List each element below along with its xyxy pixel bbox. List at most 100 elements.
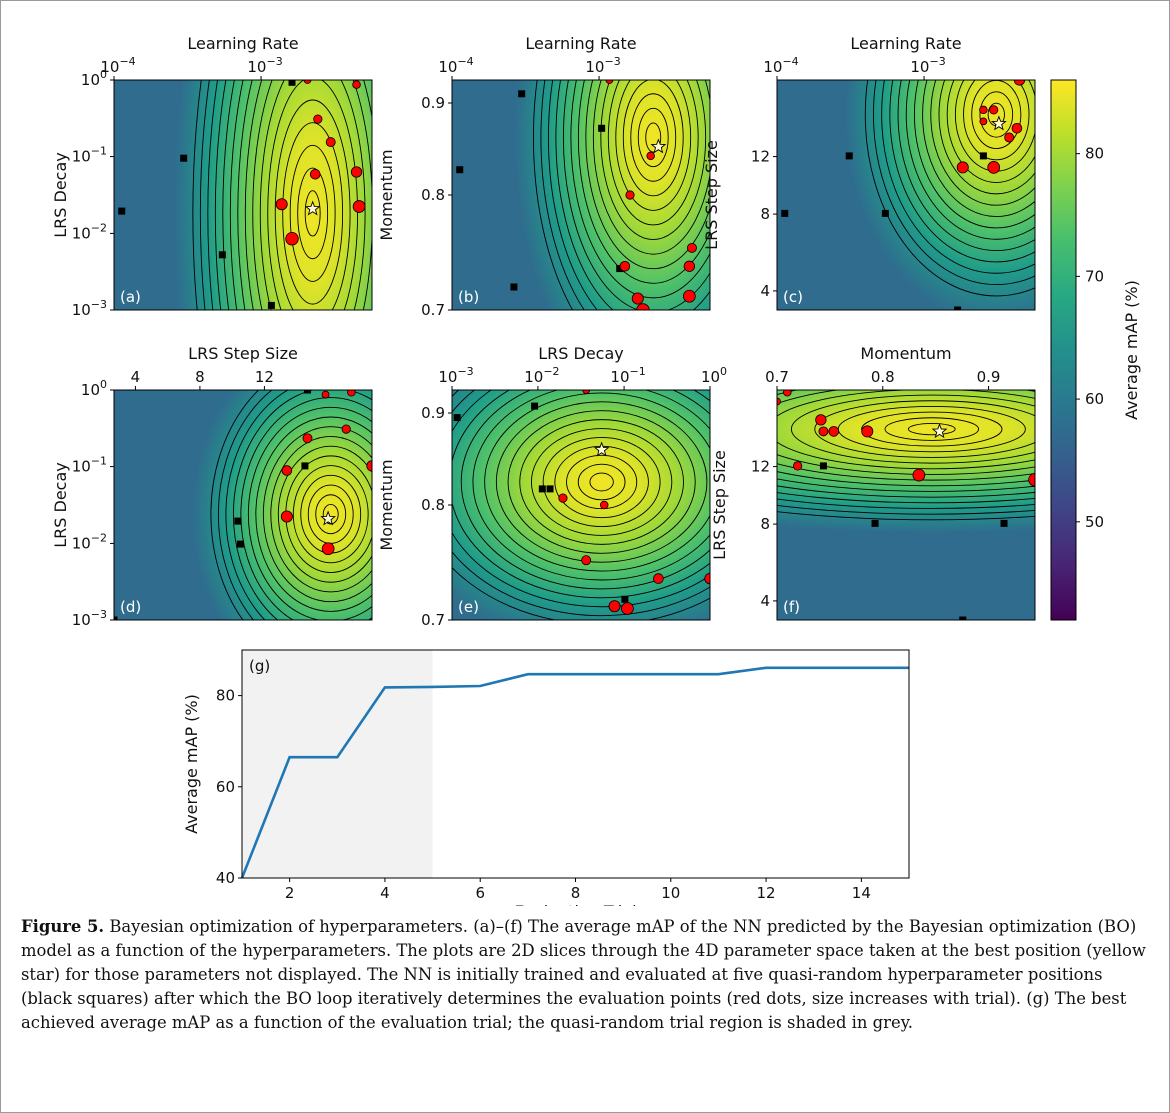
left-tick-label: 8 (760, 515, 770, 533)
contour-line (790, 394, 1035, 464)
contour-line (777, 390, 1035, 470)
y-axis-label: Average mAP (%) (182, 694, 201, 834)
quasi-random-point (510, 283, 518, 291)
contour-line (777, 504, 1035, 515)
bo-point (636, 303, 650, 310)
quasi-random-point (456, 166, 464, 174)
top-tick-label: 4 (131, 368, 141, 386)
top-tick-label: 10−1 (610, 365, 645, 386)
contour-line (777, 485, 1035, 498)
contour-line (777, 390, 1035, 475)
contour-line (252, 80, 372, 310)
panel-tag: (d) (120, 598, 141, 616)
x-tick-label: 14 (852, 884, 871, 902)
bo-point (352, 80, 361, 89)
quasi-random-point (236, 540, 244, 548)
heatmap-surface (452, 390, 710, 620)
contour-line (585, 80, 710, 270)
left-tick-label: 10−1 (72, 455, 107, 476)
bo-point (285, 231, 299, 246)
contour-line (913, 80, 1035, 229)
contour-line (519, 419, 684, 545)
bo-point (619, 260, 631, 272)
quasi-random-point (288, 80, 296, 86)
colorbar-tick-label: 50 (1085, 513, 1104, 531)
bo-point (783, 390, 792, 397)
contour-line (979, 91, 1014, 138)
contour-lines (192, 80, 372, 310)
bo-point (686, 242, 697, 253)
panel-border (776, 389, 1036, 621)
best-position-star (320, 510, 337, 526)
contour-line (864, 80, 1035, 297)
bo-point (302, 433, 313, 444)
panel-tag: (e) (458, 598, 479, 616)
top-tick-label: 0.8 (871, 368, 895, 386)
contour-line (777, 498, 1035, 509)
bo-point (558, 493, 568, 503)
contour-line (452, 390, 710, 599)
bo-point (275, 198, 288, 211)
contour-line (963, 80, 1030, 161)
quasi-random-point (781, 209, 789, 217)
x-tick-label: 6 (475, 884, 485, 902)
top-tick-label: 8 (195, 368, 205, 386)
caption-label: Figure 5. (21, 917, 105, 936)
bo-point (350, 166, 363, 178)
contour-line (592, 80, 710, 255)
left-tick-label: 0.7 (421, 611, 445, 629)
panel-d: (d) 4 8 12 LRS Step Size 100 10−1 10−2 10−3 LRS D… (51, 344, 373, 629)
top-tick-label: 10−3 (585, 55, 620, 76)
left-tick-label: 10−2 (72, 531, 107, 552)
contour-line (495, 401, 708, 563)
left-axis-label: LRS Step Size (710, 450, 729, 560)
x-tick-label: 12 (757, 884, 776, 902)
panel-border (776, 79, 1036, 311)
bo-point (281, 465, 293, 476)
markers (118, 80, 366, 309)
left-tick-label: 10−2 (72, 221, 107, 242)
heatmap-surface (114, 80, 372, 310)
markers (781, 80, 1026, 310)
quasi-random-point (538, 485, 546, 493)
best-position-star (304, 200, 321, 216)
quasi-random-point (819, 462, 827, 470)
bo-point (979, 117, 988, 126)
contour-line (270, 436, 372, 593)
panel-border (113, 79, 373, 311)
bo-point (956, 161, 969, 174)
top-tick-label: 10−3 (910, 55, 945, 76)
bo-point (321, 390, 330, 399)
best-position-star (593, 441, 610, 457)
best-map-line (240, 666, 909, 879)
quasi-random-point (1000, 519, 1008, 527)
contour-line (267, 80, 359, 310)
contour-line (232, 390, 372, 620)
contour-line (615, 80, 692, 211)
left-tick-label: 8 (760, 205, 770, 223)
contour-line (225, 390, 289, 620)
contour-line (214, 80, 227, 310)
contour-line (577, 463, 626, 501)
left-axis-label: LRS Decay (51, 152, 70, 238)
panel-f: (f) 0.7 0.8 0.9 Momentum 12 8 4 LRS Step Size (710, 344, 1036, 621)
colorbar-tick-label: 80 (1085, 145, 1104, 163)
contour-line (210, 390, 260, 620)
best-position-star (931, 423, 948, 439)
contour-line (547, 80, 710, 310)
contour-line (289, 144, 336, 282)
contour-line (237, 80, 253, 310)
left-tick-label: 0.9 (421, 404, 445, 422)
bo-point (704, 572, 710, 585)
quasi-random-point (531, 402, 539, 410)
bo-point (777, 397, 781, 406)
bo-point (582, 390, 591, 394)
contour-line (262, 426, 372, 603)
bo-point (1004, 132, 1015, 143)
contour-line (922, 80, 1035, 217)
bo-point (912, 468, 926, 482)
markers (114, 390, 372, 620)
bo-point (303, 80, 312, 84)
bo-point (309, 169, 321, 180)
bo-point (366, 460, 372, 472)
